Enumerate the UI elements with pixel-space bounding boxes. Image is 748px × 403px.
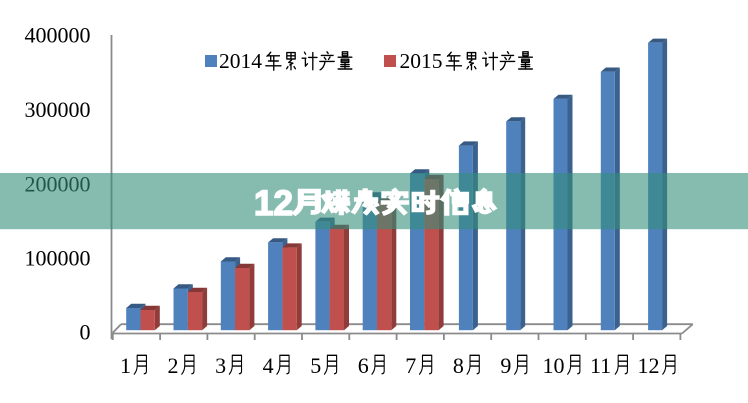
svg-text:9: 9 xyxy=(500,353,511,378)
svg-text:2015: 2015 xyxy=(400,49,443,73)
svg-text:10: 10 xyxy=(542,353,564,378)
svg-text:4: 4 xyxy=(263,353,274,378)
svg-text:12: 12 xyxy=(254,184,293,223)
svg-text:12: 12 xyxy=(638,353,660,378)
svg-text:8: 8 xyxy=(453,353,464,378)
svg-text:3: 3 xyxy=(215,353,226,378)
svg-text:7: 7 xyxy=(405,353,416,378)
svg-text:5: 5 xyxy=(310,353,321,378)
svg-text:6: 6 xyxy=(358,353,369,378)
svg-text:2014: 2014 xyxy=(219,49,262,73)
svg-text:0: 0 xyxy=(80,319,91,344)
svg-text:2: 2 xyxy=(168,353,179,378)
svg-text:400000: 400000 xyxy=(25,23,91,48)
svg-text:11: 11 xyxy=(590,353,611,378)
svg-text:100000: 100000 xyxy=(25,245,91,270)
svg-text:1: 1 xyxy=(120,353,131,378)
svg-text:300000: 300000 xyxy=(25,97,91,122)
